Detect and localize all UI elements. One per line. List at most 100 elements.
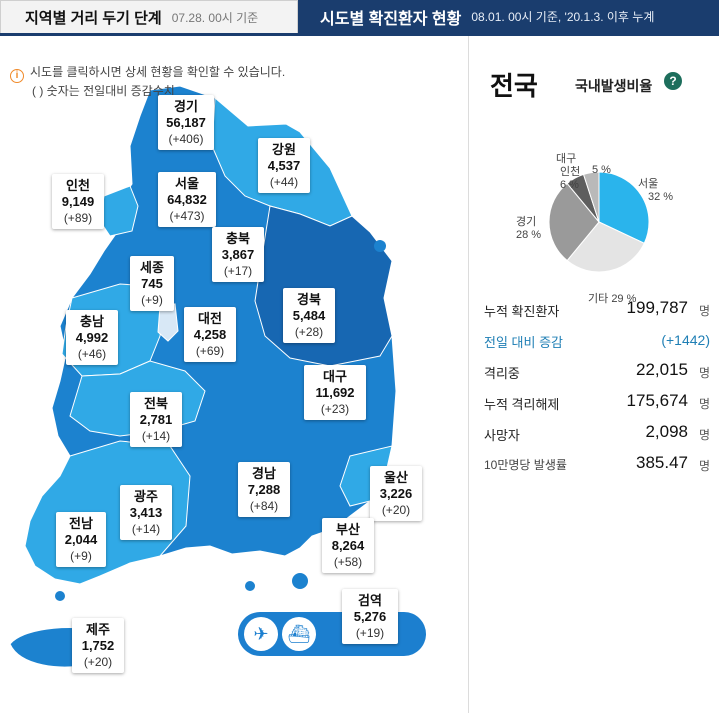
map-island-geoje [292, 573, 308, 589]
pie-slice-4 [582, 171, 600, 223]
region-label-jeonnam[interactable]: 전남 2,044 (+9) [56, 512, 106, 567]
region-name: 충북 [226, 231, 250, 246]
region-increase: (+69) [195, 344, 225, 358]
pie-slice-0 [598, 171, 650, 244]
stat-row-incidence: 10만명당 발생률 385.47 명 [484, 449, 714, 480]
pie-label-daegu: 대구 [556, 153, 576, 166]
stat-unit: 명 [698, 428, 710, 442]
region-value: 5,484 [292, 308, 326, 323]
region-name: 세종 [140, 260, 164, 275]
region-label-gyeongnam[interactable]: 경남 7,288 (+84) [238, 462, 290, 517]
region-increase: (+14) [131, 522, 161, 536]
region-label-daejeon[interactable]: 대전 4,258 (+69) [184, 307, 236, 362]
pie-slice-1 [566, 221, 645, 273]
region-increase: (+14) [141, 429, 171, 443]
region-increase: (+23) [320, 402, 350, 416]
pie-label-pct: 28 % [516, 229, 542, 241]
stat-unit: 명 [698, 304, 710, 318]
region-increase: (+89) [63, 211, 93, 225]
tab-distancing-date: 07.28. 00시 기준 [171, 10, 259, 25]
region-name: 대전 [198, 311, 222, 326]
pie-label-name: 기타 [588, 293, 609, 305]
region-label-jeju[interactable]: 제주 1,752 (+20) [72, 618, 124, 673]
region-name: 인천 [66, 178, 90, 193]
region-value: 3,226 [379, 486, 413, 501]
airplane-icon[interactable]: ✈ [244, 617, 278, 651]
stat-label: 격리중 [484, 366, 520, 381]
region-label-gwangju[interactable]: 광주 3,413 (+14) [120, 485, 172, 540]
region-label-busan[interactable]: 부산 8,264 (+58) [322, 518, 374, 573]
region-name: 경남 [252, 466, 276, 481]
region-value: 9,149 [61, 194, 95, 209]
region-label-gangwon[interactable]: 강원 4,537 (+44) [258, 138, 310, 193]
stat-value: 175,674 [626, 391, 688, 410]
map-region-incheon[interactable] [99, 185, 139, 237]
region-increase: (+20) [381, 503, 411, 517]
tab-distancing-levels[interactable]: 지역별 거리 두기 단계 07.28. 00시 기준 [0, 0, 298, 33]
stat-row-released: 누적 격리해제 175,674 명 [484, 387, 714, 418]
region-name: 대구 [323, 369, 347, 384]
notice-line-1: 시도를 클릭하시면 상세 현황을 확인할 수 있습니다. [30, 65, 286, 79]
region-label-daegu[interactable]: 대구 11,692 (+23) [304, 365, 366, 420]
region-name: 강원 [272, 142, 296, 157]
pie-label-incheon-pct: 6 % [560, 179, 579, 191]
region-value: 3,413 [129, 505, 163, 520]
pie-label-pct: 29 % [611, 293, 637, 305]
map-island-jindo [55, 591, 65, 601]
region-label-gyeongbuk[interactable]: 경북 5,484 (+28) [283, 288, 335, 343]
region-name: 제주 [86, 622, 110, 637]
help-icon[interactable]: ? [664, 72, 682, 90]
region-value: 1,752 [81, 638, 115, 653]
region-label-gyeonggi[interactable]: 경기 56,187 (+406) [158, 95, 214, 150]
region-increase: (+84) [249, 499, 279, 513]
pie-label-name: 인천 [560, 166, 581, 178]
national-title: 전국 [490, 71, 538, 101]
ratio-title: 국내발생비율 [575, 78, 653, 94]
stat-row-deaths: 사망자 2,098 명 [484, 418, 714, 449]
region-name: 경북 [297, 292, 321, 307]
region-label-seoul[interactable]: 서울 64,832 (+473) [158, 172, 216, 227]
panel-divider [468, 36, 469, 713]
ship-icon[interactable]: ⛴ [282, 617, 316, 651]
map-island-namhae [245, 581, 255, 591]
region-label-chungnam[interactable]: 충남 4,992 (+46) [66, 310, 118, 365]
stat-label: 누적 확진환자 [484, 304, 560, 319]
region-label-sejong[interactable]: 세종 745 (+9) [130, 256, 174, 311]
stat-label: 누적 격리해제 [484, 397, 560, 412]
stat-label: 10만명당 발생률 [484, 458, 567, 472]
ratio-pie-chart: 서울 32 % 기타 29 % 경기 28 % 인천 6 % 대구 5 % [470, 108, 719, 308]
region-value: 745 [141, 276, 163, 291]
pie-label-other: 기타 29 % [588, 293, 636, 306]
region-label-jeonbuk[interactable]: 전북 2,781 (+14) [130, 392, 182, 447]
map-island-ulleung [374, 240, 386, 252]
region-increase: (+20) [83, 655, 113, 669]
stat-value: 22,015 [636, 360, 688, 379]
stat-unit: 명 [698, 366, 710, 380]
region-increase: (+28) [294, 325, 324, 339]
tab-distancing-title: 지역별 거리 두기 단계 [25, 9, 162, 27]
tab-confirmed-status[interactable]: 시도별 확진환자 현황 08.01. 00시 기준, '20.1.3. 이후 누… [298, 0, 719, 33]
tab-bar: 지역별 거리 두기 단계 07.28. 00시 기준 시도별 확진환자 현황 0… [0, 0, 719, 36]
stat-value: 2,098 [645, 422, 688, 441]
pie-slice-2 [548, 182, 600, 262]
region-increase: (+406) [168, 132, 204, 146]
region-label-chungbuk[interactable]: 충북 3,867 (+17) [212, 227, 264, 282]
region-value: 7,288 [247, 482, 281, 497]
region-value: 64,832 [167, 192, 207, 207]
region-value: 4,258 [193, 327, 227, 342]
region-name: 전남 [69, 516, 93, 531]
region-label-quarantine[interactable]: 검역 5,276 (+19) [342, 589, 398, 644]
pie-label-gyeonggi: 경기 28 % [516, 216, 541, 242]
notice-line-2: ( ) 숫자는 전일대비 증감수치 [32, 84, 175, 98]
pie-label-daegu-pct: 5 % [592, 164, 611, 176]
region-name: 서울 [175, 176, 199, 191]
stat-value: 385.47 [636, 453, 688, 472]
region-increase: (+44) [269, 175, 299, 189]
region-label-incheon[interactable]: 인천 9,149 (+89) [52, 174, 104, 229]
map-notice: i 시도를 클릭하시면 상세 현황을 확인할 수 있습니다. ( ) 숫자는 전일… [10, 64, 285, 100]
region-label-ulsan[interactable]: 울산 3,226 (+20) [370, 466, 422, 521]
tab-confirmed-date: 08.01. 00시 기준, '20.1.3. 이후 누계 [471, 10, 655, 24]
region-increase: (+19) [355, 626, 385, 640]
pie-label-incheon: 인천 [560, 166, 580, 179]
national-stats: 누적 확진환자 199,787 명 전일 대비 증감 (+1442) 격리중 2… [484, 294, 714, 480]
